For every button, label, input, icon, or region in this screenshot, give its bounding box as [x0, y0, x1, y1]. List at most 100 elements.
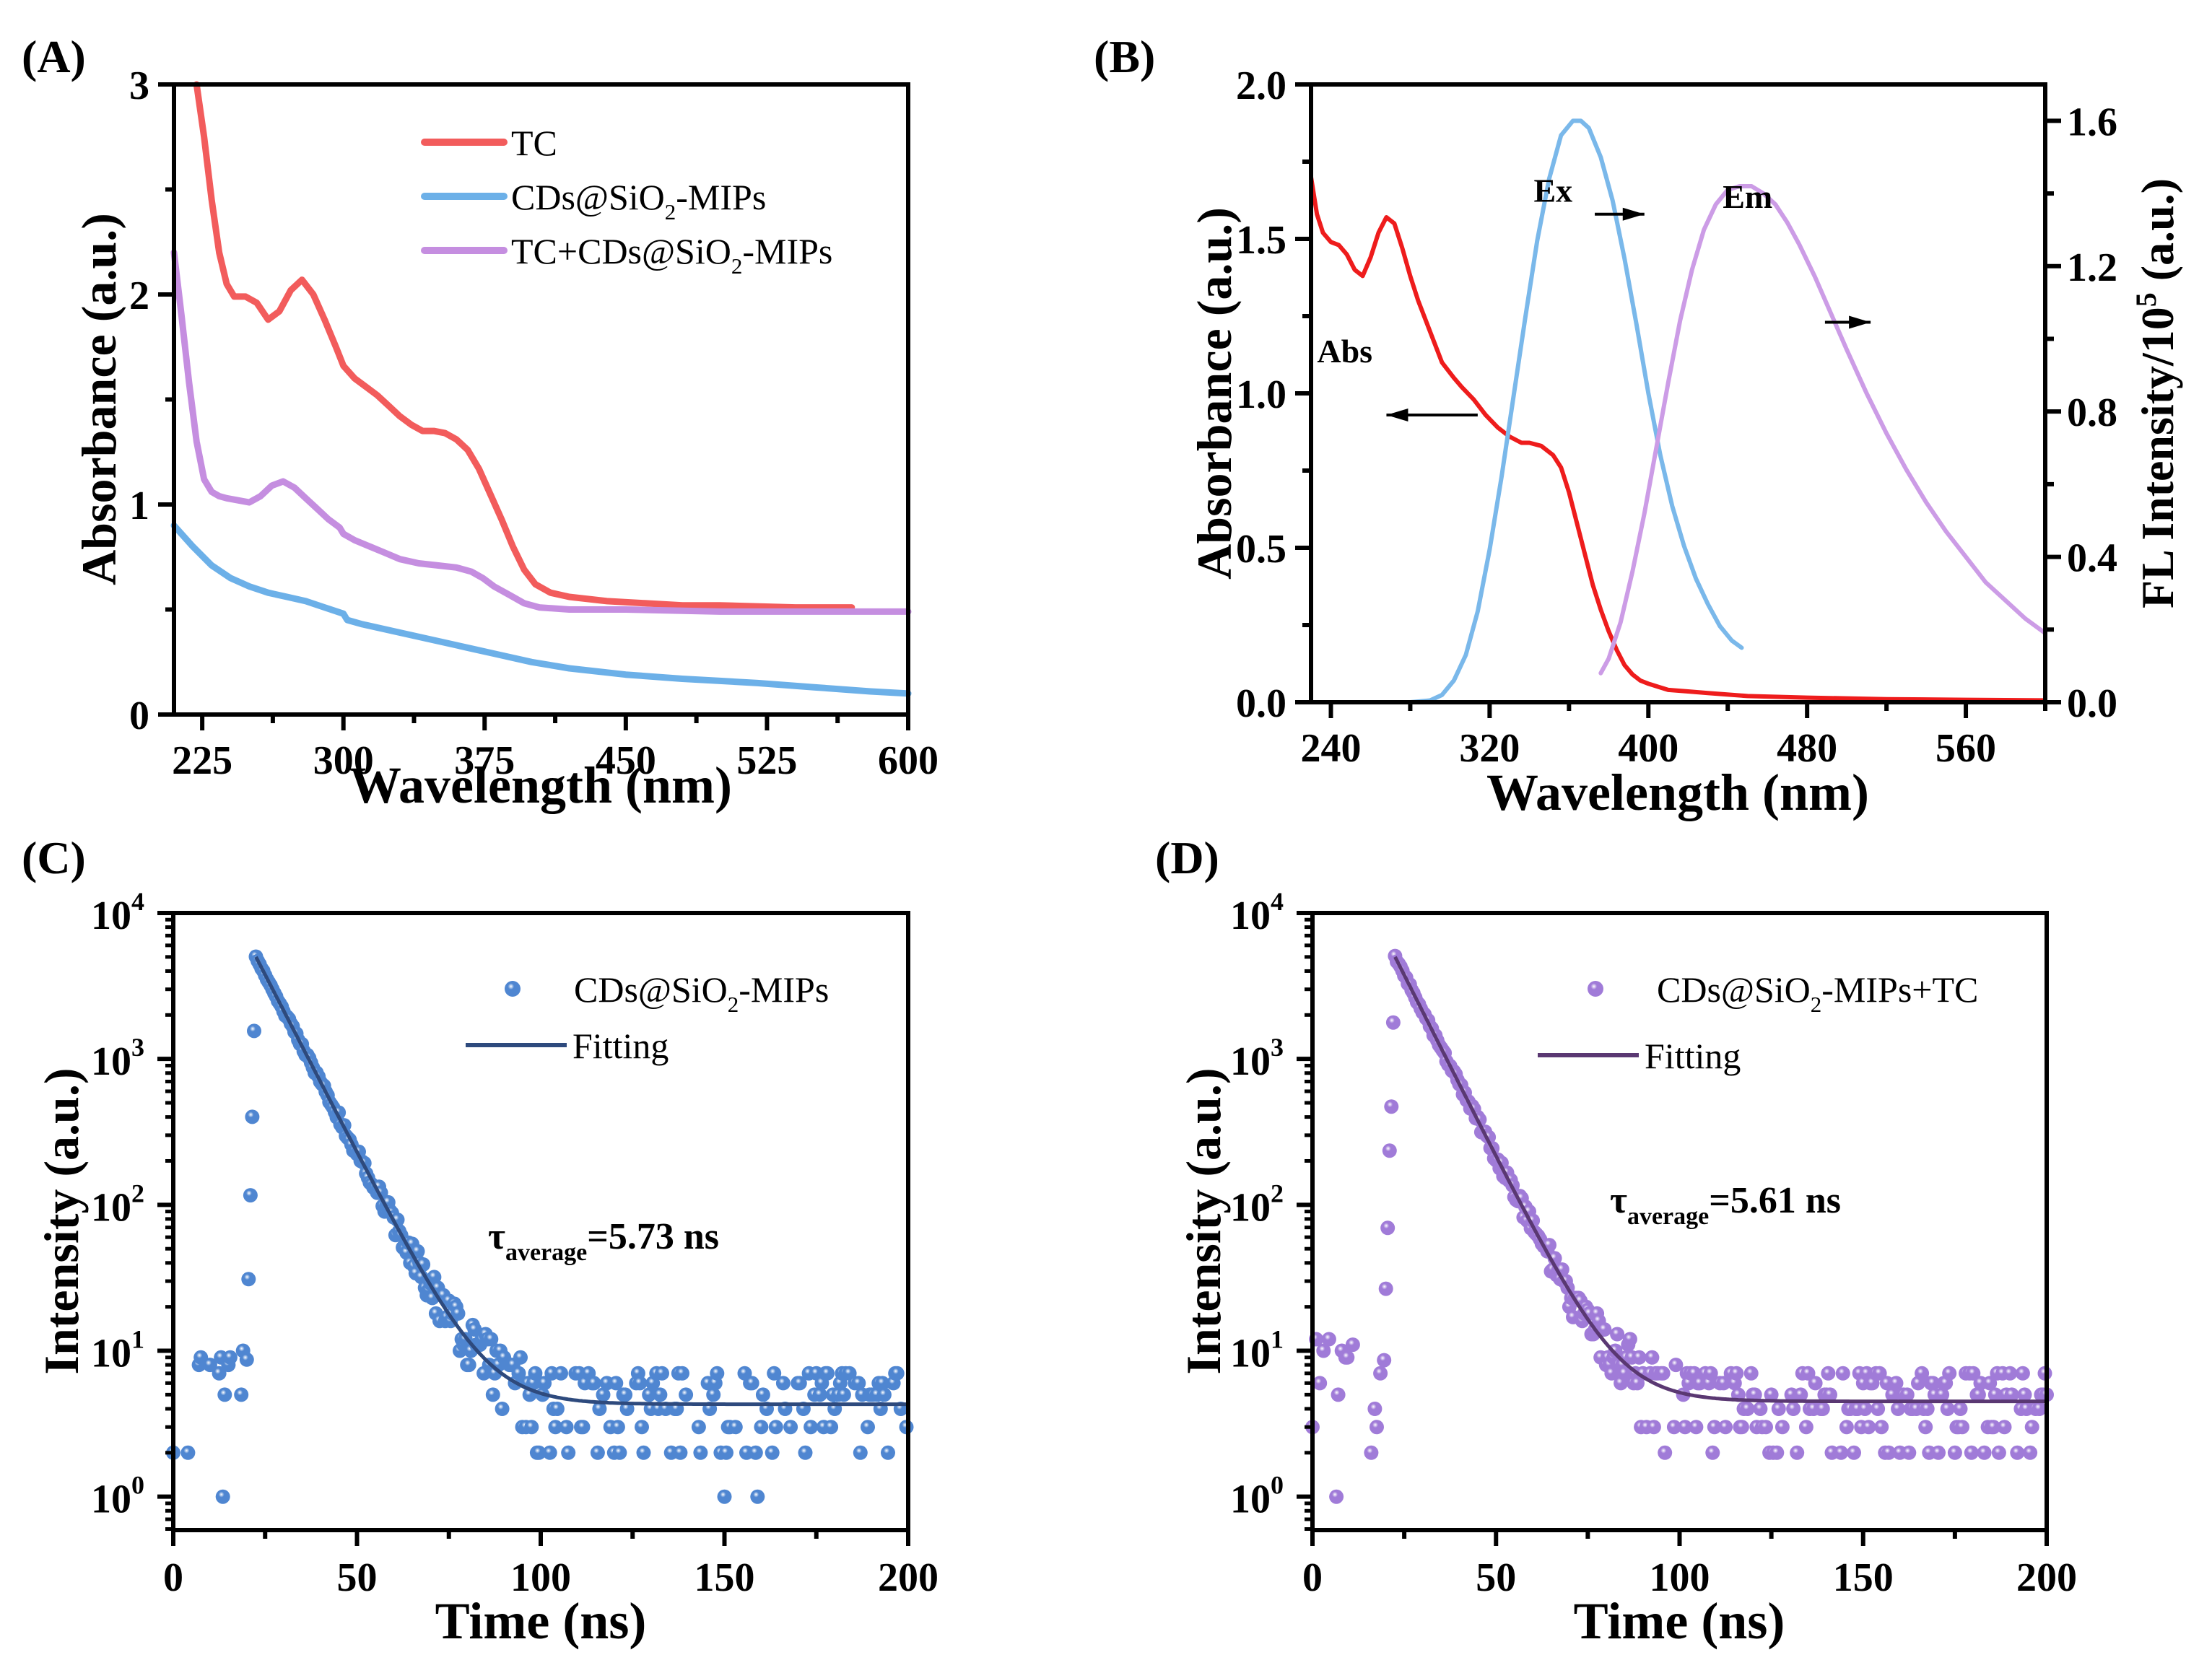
- data-point: [673, 1445, 688, 1460]
- data-point: [1655, 1366, 1671, 1381]
- y-tick-label: 1: [129, 484, 149, 528]
- data-point: [612, 1445, 627, 1460]
- data-point: [1716, 1376, 1731, 1391]
- data-point: [636, 1445, 651, 1460]
- data-point: [1645, 1350, 1660, 1365]
- data-point: [180, 1445, 196, 1460]
- tau-symbol: τ: [488, 1216, 505, 1257]
- data-point: [851, 1376, 866, 1391]
- data-point: [1786, 1402, 1801, 1416]
- y-axis-label-a: Absorbance (a.u.): [71, 213, 126, 585]
- data-point: [554, 1366, 568, 1381]
- data-point: [1891, 1402, 1906, 1416]
- data-point: [1835, 1366, 1850, 1381]
- x-tick-label: 0: [1302, 1555, 1323, 1600]
- fit-line: [1393, 956, 2047, 1404]
- data-point: [754, 1420, 769, 1435]
- data-point: [1991, 1445, 2006, 1460]
- y-tick-label: 2: [129, 274, 149, 318]
- legend-label-suffix: -MIPs: [742, 231, 832, 271]
- y-tick-base: 10: [91, 1185, 131, 1230]
- y-tick-label: 103: [1230, 1033, 1284, 1084]
- data-point: [247, 1023, 261, 1039]
- tau-value: =5.61 ns: [1709, 1180, 1841, 1221]
- y-tick-exponent: 1: [131, 1325, 144, 1354]
- data-point: [820, 1366, 835, 1381]
- data-point: [679, 1387, 694, 1402]
- y-tick-label: 3: [129, 64, 149, 108]
- panel-label-d: (D): [1155, 832, 1219, 883]
- y-tick-base: 10: [91, 1039, 131, 1084]
- data-point: [1823, 1387, 1837, 1402]
- data-point: [691, 1420, 706, 1435]
- data-point: [461, 1358, 476, 1373]
- data-point: [1678, 1420, 1693, 1435]
- y-tick-label: 103: [91, 1033, 144, 1084]
- y-tick-label: 100: [1230, 1471, 1284, 1522]
- arrow-head-icon: [1849, 315, 1871, 329]
- data-point: [1646, 1420, 1661, 1435]
- data-point: [881, 1445, 895, 1460]
- data-point: [537, 1376, 552, 1391]
- data-point: [1703, 1366, 1718, 1381]
- y-tick-exponent: 0: [1271, 1471, 1284, 1500]
- data-point: [575, 1420, 591, 1435]
- plot-area-a: 225 300 375 450 525 6000123TCCDs@SiO2-MIPsTC+…: [129, 64, 939, 783]
- legend-label-data-sub: 2: [728, 992, 739, 1017]
- data-point: [1947, 1445, 1962, 1460]
- plot-area-b: 240 320 400 480 560 0.0 0.5 1.0 1.5 2.0 0.0 0.4 0.8 1…: [1236, 64, 2117, 771]
- series-line-ex: [1408, 118, 1744, 704]
- legend-label-data-suffix: -MIPs+TC: [1821, 969, 1978, 1010]
- data-point: [1997, 1420, 2012, 1435]
- data-point: [1759, 1420, 1773, 1435]
- x-tick-label: 560: [1936, 726, 1996, 771]
- legend-label-data-main: CDs@SiO: [1657, 969, 1811, 1010]
- data-point: [1321, 1332, 1336, 1347]
- data-point: [768, 1420, 783, 1435]
- y-tick-base: 10: [1230, 1477, 1271, 1522]
- data-point: [632, 1376, 648, 1391]
- data-point: [1899, 1387, 1915, 1402]
- data-point: [609, 1376, 624, 1391]
- data-point: [524, 1420, 539, 1435]
- y-tick-label: 101: [91, 1325, 144, 1376]
- series-line-tc-cds-sio2-mips: [170, 249, 912, 615]
- x-tick-label: 600: [878, 738, 939, 783]
- data-point: [513, 1350, 528, 1365]
- x-tick-label: 525: [736, 738, 797, 783]
- data-point: [590, 1445, 605, 1460]
- x-tick-label: 240: [1300, 726, 1361, 771]
- panel-b: (B) 240 320 400 480 560 0.0 0.5 1.0 1.5 2.0 0.0 0.4…: [1094, 31, 2183, 821]
- y-tick-exponent: 1: [1271, 1325, 1284, 1354]
- x-tick-label: 300: [313, 738, 374, 783]
- data-point: [653, 1387, 668, 1402]
- data-point: [1370, 1420, 1384, 1435]
- y-tick-label: 1.0: [1236, 372, 1286, 417]
- data-point: [596, 1387, 611, 1402]
- data-point: [1689, 1420, 1704, 1435]
- tau-annotation: τaverage=5.73 ns: [488, 1216, 719, 1266]
- tau-value: =5.73 ns: [587, 1216, 719, 1257]
- data-point: [693, 1445, 708, 1460]
- data-point: [1382, 1143, 1397, 1158]
- data-point: [1734, 1420, 1749, 1435]
- data-point: [202, 1358, 217, 1373]
- data-point: [1705, 1445, 1720, 1460]
- arrow-head-icon: [1386, 408, 1408, 421]
- x-tick-label: 200: [878, 1555, 939, 1600]
- data-point: [484, 1332, 499, 1347]
- data-point: [1378, 1281, 1393, 1296]
- data-point: [1935, 1387, 1950, 1402]
- y-tick-base: 10: [1230, 1039, 1271, 1084]
- data-point: [1617, 1366, 1632, 1381]
- data-point: [1666, 1420, 1681, 1435]
- y-tick-base: 10: [91, 894, 131, 938]
- y-axis-label-d: Intensity (a.u.): [1176, 1067, 1231, 1374]
- legend-marker-icon: [505, 981, 521, 997]
- y-tick-label: 2.0: [1236, 64, 1286, 108]
- x-axis-label-b: Wavelength (nm): [1486, 764, 1869, 821]
- data-point: [610, 1420, 625, 1435]
- data-point: [1340, 1350, 1355, 1365]
- x-tick-label: 200: [2016, 1555, 2077, 1600]
